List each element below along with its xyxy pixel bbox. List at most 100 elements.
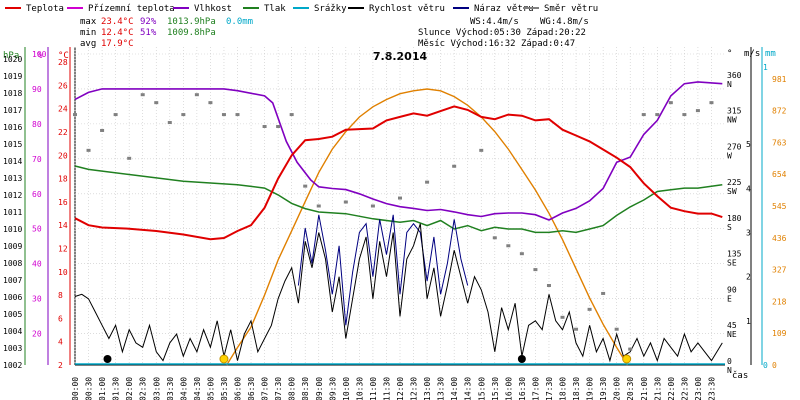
hpa-tick-17: 1019 [3, 72, 22, 81]
celsius-tick-4: 10 [58, 268, 68, 277]
time-tick-12: 06:00 [234, 377, 243, 400]
hpa-tick-4: 1006 [3, 293, 22, 302]
hpa-tick-1: 1003 [3, 344, 22, 353]
time-tick-7: 03:30 [166, 377, 175, 400]
legend-label-naraz: Náraz větru [474, 4, 534, 14]
stat-min-hum: 51% [140, 28, 157, 38]
smer-point-5 [140, 93, 145, 97]
smer-point-23 [479, 148, 484, 152]
percent-tick-7: 90 [32, 85, 42, 94]
time-tick-35: 17:30 [545, 377, 554, 400]
degrees-tick-5: 225 [727, 178, 742, 187]
hpa-tick-11: 1013 [3, 174, 22, 183]
wm2-tick-5: 545 [772, 202, 787, 211]
hpa-tick-14: 1016 [3, 123, 22, 132]
wm2-tick-6: 654 [772, 170, 787, 179]
degrees-axis-unit: ° [727, 49, 732, 59]
legend-label-prizemni: Přízemní teplota [88, 4, 175, 14]
celsius-tick-1: 4 [58, 338, 63, 347]
time-tick-11: 05:30 [220, 377, 229, 400]
ms-tick-1: 2 [746, 273, 751, 282]
time-tick-34: 17:00 [531, 377, 540, 400]
stat-ws: WS:4.4m/s [470, 17, 519, 27]
smer-point-13 [262, 125, 267, 128]
series-rychlost [74, 223, 723, 363]
hpa-tick-7: 1009 [3, 242, 22, 251]
time-tick-46: 23:00 [694, 377, 703, 400]
smer-point-25 [506, 244, 511, 248]
direction-tick-1: NE [727, 330, 737, 339]
legend-label-tlak: Tlak [264, 4, 286, 14]
hpa-tick-8: 1010 [3, 225, 22, 234]
smer-point-31 [587, 307, 592, 311]
time-tick-39: 19:30 [599, 377, 608, 400]
degrees-tick-3: 135 [727, 250, 742, 259]
celsius-tick-7: 16 [58, 198, 68, 207]
smer-point-29 [560, 315, 565, 319]
hpa-axis-unit: hPa [3, 51, 19, 61]
time-tick-8: 04:00 [179, 377, 188, 400]
smer-point-10 [208, 101, 213, 105]
time-tick-15: 07:30 [274, 377, 283, 400]
stat-wg: WG:4.8m/s [540, 17, 589, 27]
celsius-tick-9: 20 [58, 151, 68, 160]
mm-tick-1: 1 [763, 63, 768, 72]
smer-point-37 [668, 101, 673, 105]
smer-point-33 [614, 327, 619, 331]
ms-tick-4: 5 [746, 140, 751, 149]
smer-point-3 [113, 113, 118, 117]
degrees-tick-4: 180 [727, 214, 742, 223]
time-tick-24: 12:00 [396, 377, 405, 400]
percent-tick-2: 40 [32, 260, 42, 269]
smer-point-28 [546, 284, 551, 287]
series-solar [226, 88, 629, 366]
stat-min-label: min [80, 28, 96, 38]
time-tick-13: 06:30 [247, 377, 256, 400]
smer-point-26 [519, 252, 524, 256]
time-tick-32: 16:00 [504, 377, 513, 400]
degrees-tick-7: 315 [727, 107, 742, 116]
time-tick-22: 11:00 [369, 377, 378, 400]
celsius-axis-unit: °C [58, 51, 69, 61]
celsius-tick-6: 14 [58, 221, 68, 230]
time-tick-26: 13:00 [423, 377, 432, 400]
time-tick-42: 21:00 [640, 377, 649, 400]
stat-max-press: 1013.9hPa [167, 17, 216, 27]
ms-axis-unit: m/s [744, 49, 760, 59]
time-tick-20: 10:00 [342, 377, 351, 400]
legend: Teplota Přízemní teplota Vlhkost Tlak Srážky… [5, 4, 598, 14]
smer-point-9 [194, 93, 199, 97]
hpa-tick-12: 1014 [3, 157, 22, 166]
celsius-tick-11: 24 [58, 105, 68, 114]
celsius-tick-10: 22 [58, 128, 68, 137]
smer-point-17 [316, 204, 321, 208]
hpa-tick-13: 1015 [3, 140, 22, 149]
direction-tick-4: S [727, 223, 732, 232]
time-tick-41: 20:30 [626, 377, 635, 400]
time-tick-47: 23:30 [707, 377, 716, 400]
time-tick-30: 15:00 [477, 377, 486, 400]
hpa-tick-15: 1017 [3, 106, 22, 115]
hpa-tick-2: 1004 [3, 327, 22, 336]
time-tick-45: 22:30 [680, 377, 689, 400]
smer-point-34 [628, 347, 633, 351]
time-tick-5: 02:30 [139, 377, 148, 400]
direction-tick-3: SE [727, 259, 737, 268]
wm2-tick-3: 327 [772, 266, 787, 275]
hpa-tick-3: 1005 [3, 310, 22, 319]
smer-point-21 [425, 180, 430, 184]
legend-label-teplota: Teplota [26, 4, 64, 14]
smer-point-7 [167, 121, 172, 125]
smer-point-36 [655, 113, 660, 117]
smer-point-22 [452, 164, 457, 168]
wm2-tick-4: 436 [772, 234, 787, 243]
hpa-tick-5: 1007 [3, 276, 22, 285]
hpa-tick-6: 1008 [3, 259, 22, 268]
series-vlhkost [74, 81, 723, 221]
smer-point-20 [398, 196, 402, 200]
smer-point-19 [370, 204, 375, 208]
wm2-tick-7: 763 [772, 138, 787, 147]
time-tick-40: 20:00 [613, 377, 622, 400]
legend-label-rychlost: Rychlost větru [369, 4, 445, 14]
